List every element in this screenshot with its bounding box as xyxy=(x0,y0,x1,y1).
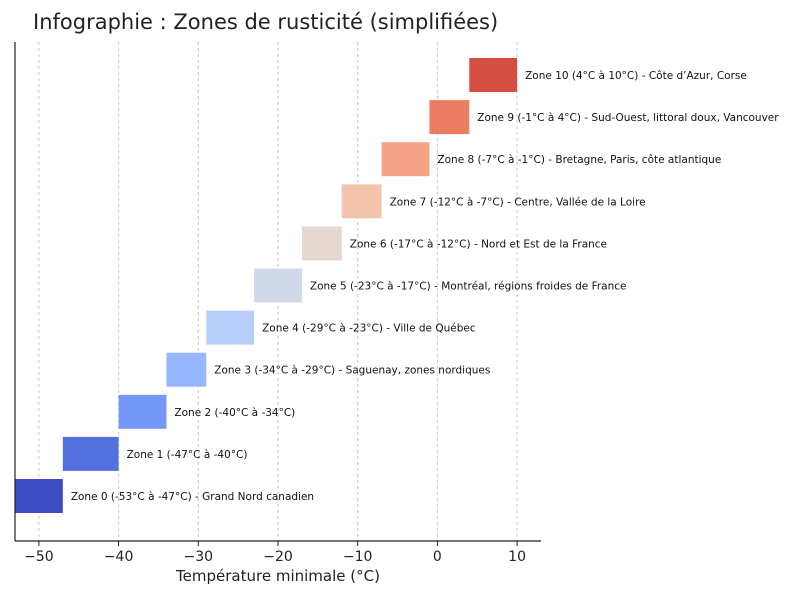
zone-label: Zone 6 (-17°C à -12°C) - Nord et Est de … xyxy=(350,238,607,250)
zone-label: Zone 9 (-1°C à 4°C) - Sud-Ouest, littora… xyxy=(477,112,779,124)
x-tick-label: −50 xyxy=(24,549,54,565)
zone-label: Zone 1 (-47°C à -40°C) xyxy=(127,449,248,461)
zone-bar xyxy=(469,58,518,92)
x-tick-label: −40 xyxy=(104,549,134,565)
zone-label: Zone 7 (-12°C à -7°C) - Centre, Vallée d… xyxy=(390,196,646,208)
x-tick-label: 10 xyxy=(508,549,526,565)
zone-label: Zone 4 (-29°C à -23°C) - Ville de Québec xyxy=(262,323,476,335)
zone-bar xyxy=(15,479,63,513)
zone-label: Zone 2 (-40°C à -34°C) xyxy=(174,407,295,419)
chart-title: Infographie : Zones de rusticité (simpli… xyxy=(33,10,499,34)
zone-label: Zone 10 (4°C à 10°C) - Côte d’Azur, Cors… xyxy=(525,70,747,82)
zone-label: Zone 3 (-34°C à -29°C) - Saguenay, zones… xyxy=(214,365,490,377)
x-ticks: −50 −40 −30 −20 −10 0 10 xyxy=(24,541,526,565)
zone-label: Zone 8 (-7°C à -1°C) - Bretagne, Paris, … xyxy=(437,154,721,166)
x-tick-label: −20 xyxy=(263,549,293,565)
x-axis-label: Température minimale (°C) xyxy=(175,567,380,585)
x-tick-label: −10 xyxy=(343,549,373,565)
zone-label: Zone 5 (-23°C à -17°C) - Montréal, régio… xyxy=(310,281,627,293)
zone-bar xyxy=(381,142,430,177)
zone-bar xyxy=(341,184,382,219)
zone-bar xyxy=(429,100,470,135)
zone-bars xyxy=(15,58,518,513)
zone-bar xyxy=(166,352,207,387)
x-tick-label: 0 xyxy=(433,549,442,565)
zone-bar xyxy=(254,268,302,303)
zone-bar xyxy=(118,394,167,429)
zone-bar xyxy=(206,310,255,345)
zone-bar xyxy=(62,436,119,471)
x-tick-label: −30 xyxy=(184,549,214,565)
zone-label: Zone 0 (-53°C à -47°C) - Grand Nord cana… xyxy=(71,491,314,503)
zone-labels: Zone 0 (-53°C à -47°C) - Grand Nord cana… xyxy=(71,70,779,503)
zone-bar xyxy=(301,226,342,261)
